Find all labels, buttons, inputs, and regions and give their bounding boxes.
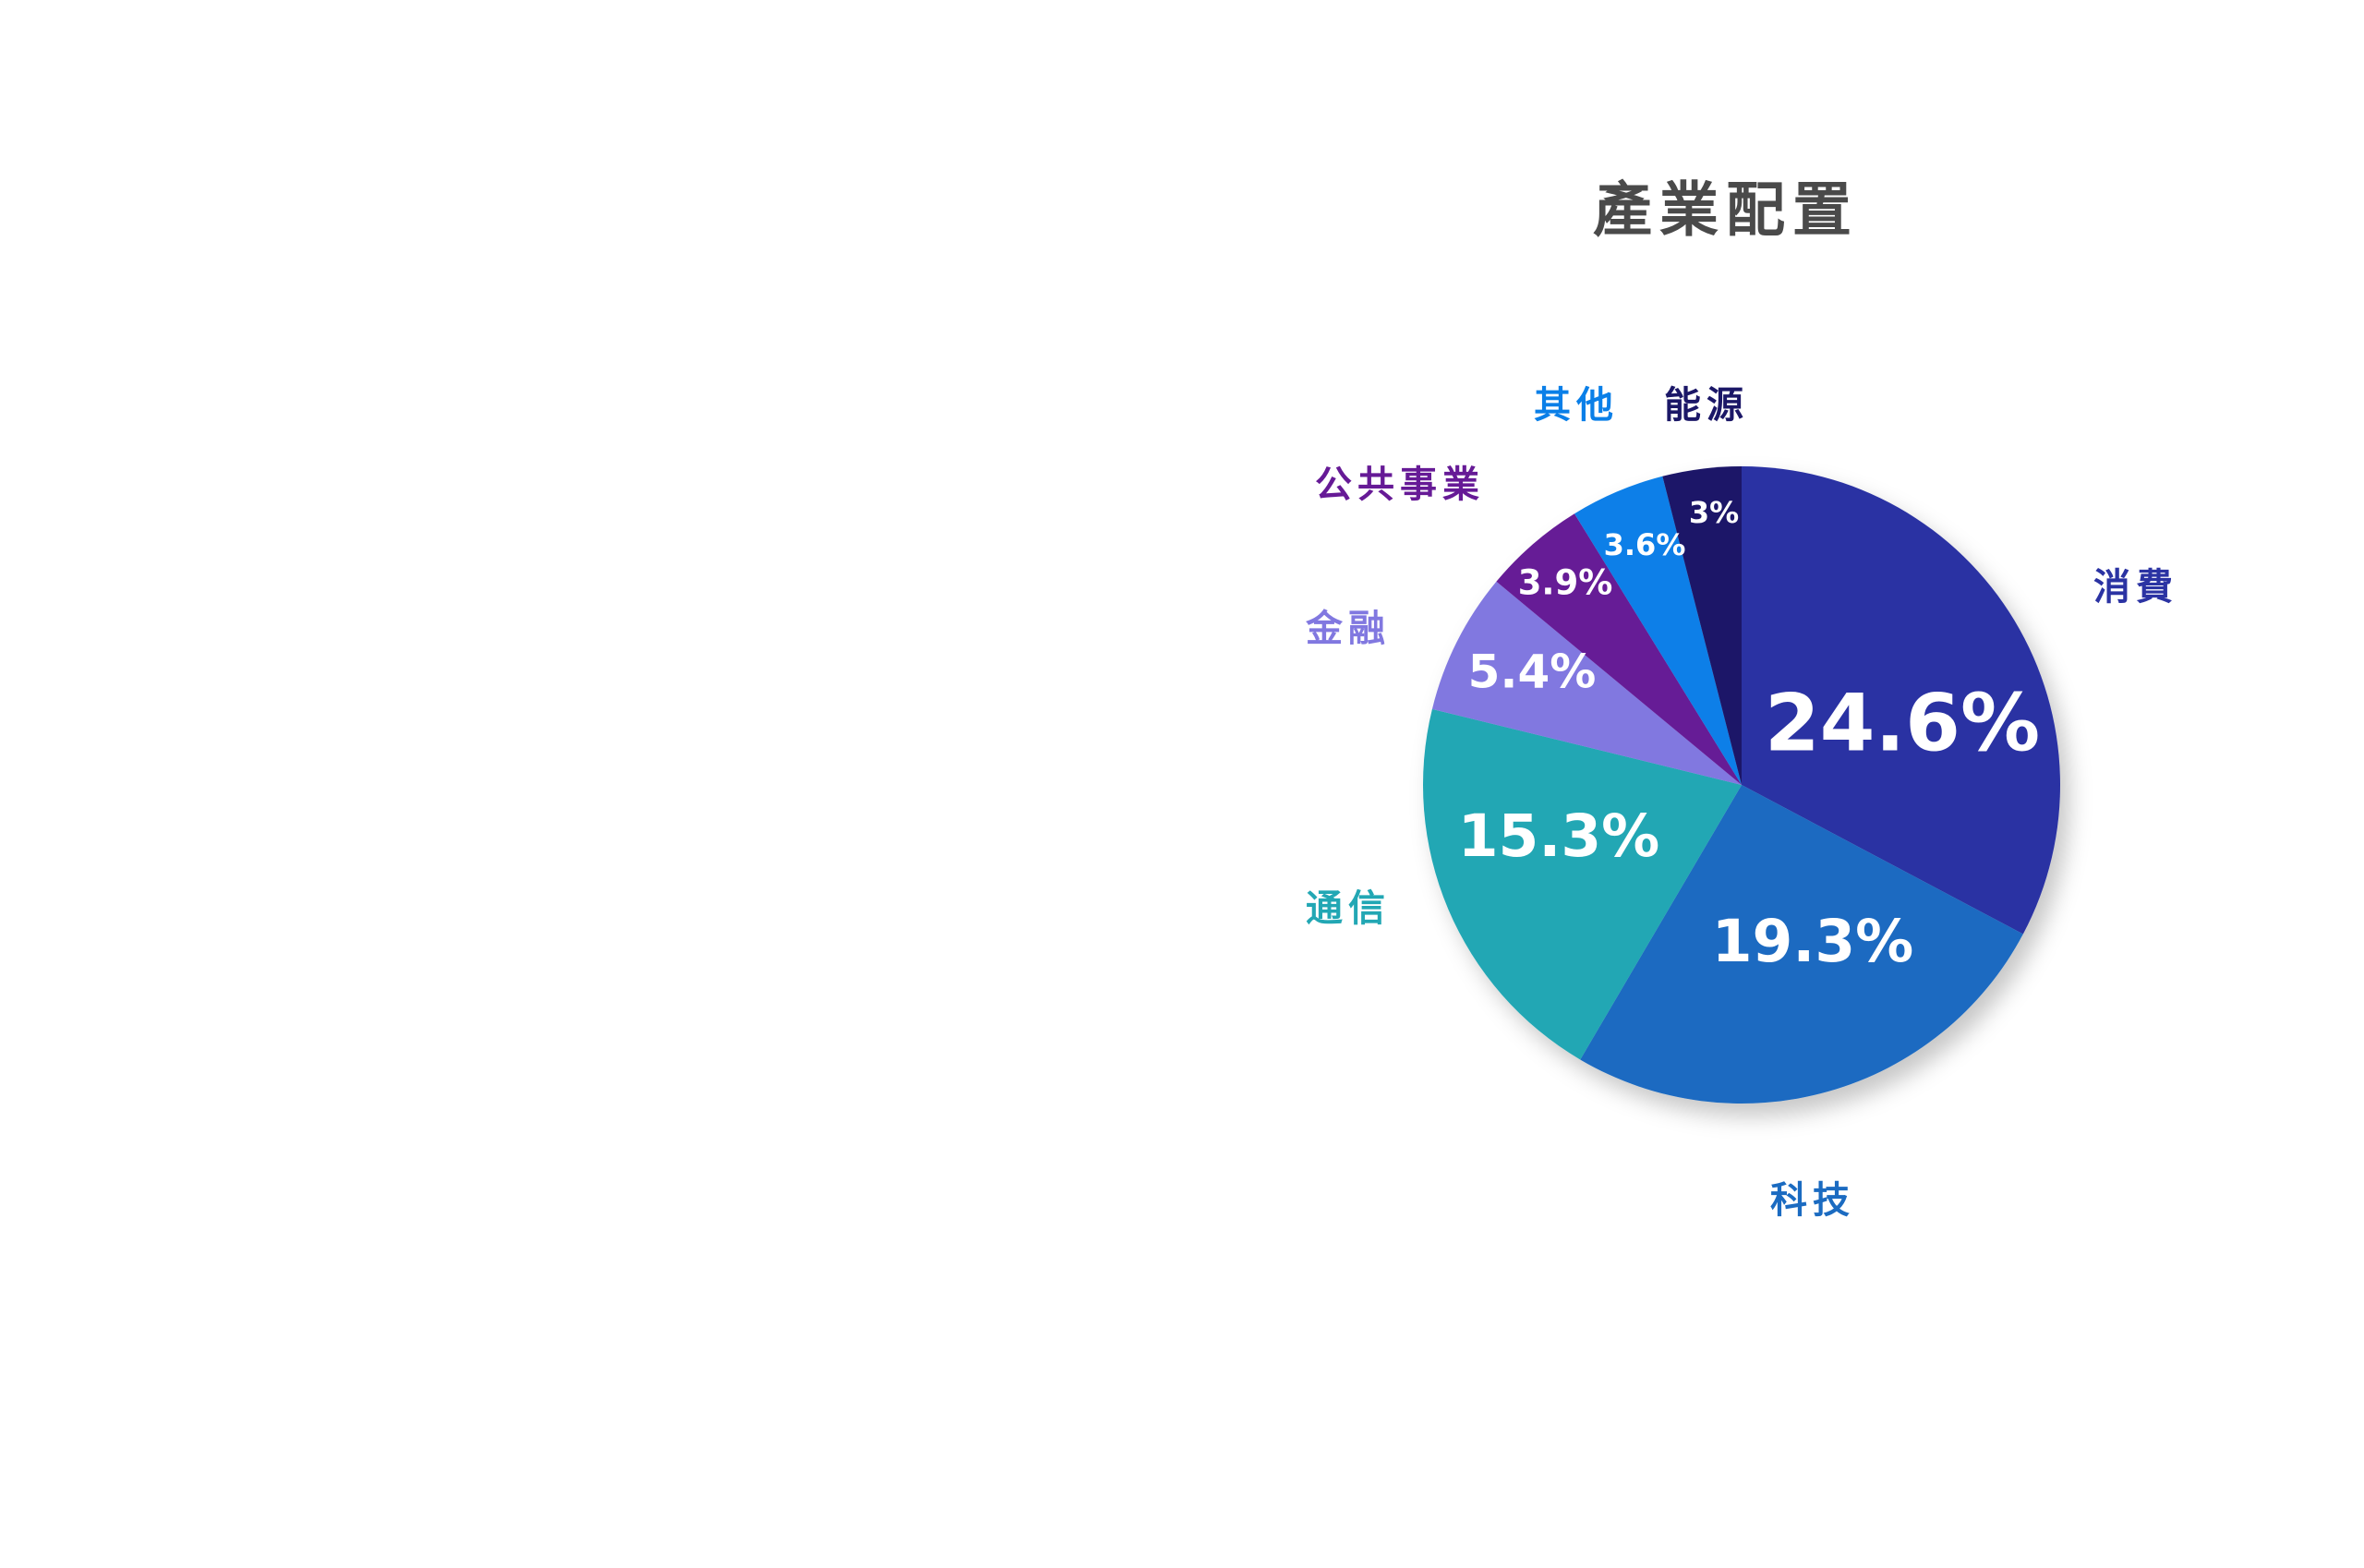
value-label: 19.3% [1712, 908, 1914, 975]
category-label: 通信 [1306, 887, 1391, 930]
pie-slice [1580, 785, 2023, 1104]
value-label: 3% [1689, 495, 1739, 530]
pie-slice [1742, 466, 2060, 935]
value-label: 3.6% [1604, 527, 1686, 562]
pie-slice [1431, 581, 1742, 785]
value-label: 5.4% [1468, 645, 1597, 699]
category-label: 能源 [1664, 384, 1749, 427]
category-label: 消費 [2093, 566, 2178, 609]
value-label: 15.3% [1458, 802, 1660, 870]
category-label: 公共事業 [1315, 464, 1485, 506]
category-label: 其他 [1534, 384, 1619, 427]
pie [1422, 466, 2060, 1104]
pie-slice [1496, 513, 1742, 785]
category-label: 科技 [1770, 1179, 1855, 1222]
chart-title: 產業配置 [1593, 177, 1859, 246]
pie-slice [1574, 476, 1742, 785]
value-label: 24.6% [1765, 677, 2040, 769]
value-label: 3.9% [1518, 563, 1613, 603]
pie-slice [1422, 708, 1742, 1060]
category-label: 金融 [1305, 608, 1391, 650]
pie-slice [1662, 466, 1742, 785]
